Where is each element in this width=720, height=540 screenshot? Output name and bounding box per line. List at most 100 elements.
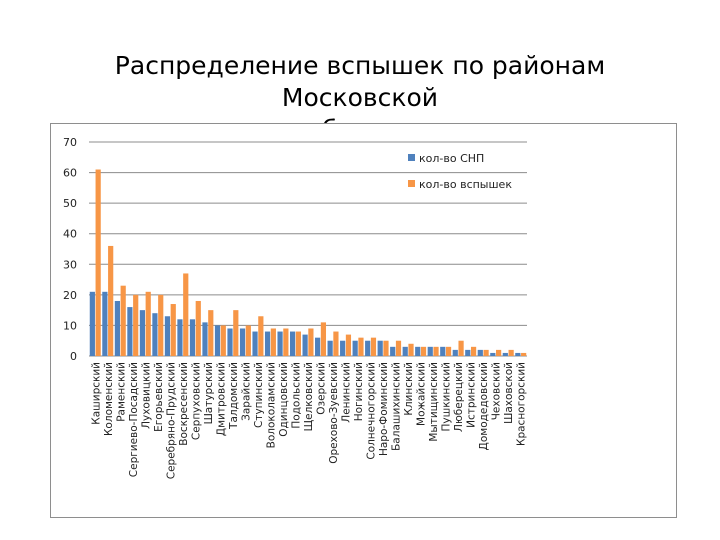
bar-outbreaks-20: [345, 334, 352, 356]
bar-snp-24: [390, 346, 396, 356]
category-label: Солнечногорский: [366, 362, 378, 460]
bar-snp-15: [277, 331, 283, 356]
bar-outbreaks-16: [295, 331, 301, 356]
bar-chart: 0 10 20 30 40 50 60 70 Каширский Коломенский Рамен…: [63, 136, 528, 479]
bar-snp-8: [189, 319, 196, 356]
category-label: Каширский: [90, 362, 102, 425]
category-label: Воскресенский: [178, 362, 190, 446]
category-label: Можайский: [416, 362, 428, 426]
category-label: Домодедовский: [478, 362, 490, 450]
bar-outbreaks-6: [170, 304, 176, 356]
y-tick-label: 10: [63, 319, 77, 332]
bar-outbreaks-2: [120, 285, 126, 356]
category-label: Наро-Фоминский: [378, 362, 390, 456]
bar-snp-30: [465, 349, 471, 356]
y-tick-label: 60: [63, 167, 77, 180]
bar-outbreaks-33: [508, 349, 514, 356]
y-tick-label: 0: [70, 350, 77, 363]
bar-outbreaks-9: [208, 310, 214, 356]
bar-snp-7: [177, 319, 183, 356]
bar-snp-16: [289, 331, 296, 356]
bar-snp-26: [415, 346, 421, 356]
bar-snp-9: [202, 322, 208, 356]
bar-outbreaks-7: [183, 273, 189, 356]
bar-snp-14: [264, 331, 271, 356]
category-label: Балашихинский: [391, 362, 403, 451]
bar-outbreaks-11: [233, 310, 239, 356]
category-label: Ступинский: [253, 362, 265, 428]
bar-outbreaks-34: [521, 352, 527, 356]
y-tick-label: 40: [63, 228, 77, 241]
category-label: Красногорский: [516, 362, 528, 446]
bar-snp-21: [352, 340, 358, 356]
bar-outbreaks-24: [395, 340, 402, 356]
bar-snp-10: [214, 325, 221, 356]
category-label: Клинский: [403, 362, 415, 416]
bar-snp-29: [452, 349, 458, 356]
bar-snp-5: [152, 313, 158, 356]
bar-outbreaks-1: [108, 245, 114, 356]
bar-outbreaks-18: [320, 322, 327, 356]
category-label: Истринский: [466, 362, 478, 428]
bar-snp-25: [402, 346, 408, 356]
category-label: Ногинский: [353, 362, 365, 421]
bar-outbreaks-22: [370, 337, 377, 356]
bar-snp-12: [239, 328, 246, 356]
bar-snp-3: [127, 307, 133, 356]
bar-snp-13: [252, 331, 258, 356]
bar-outbreaks-21: [358, 337, 364, 356]
legend-swatch-0: [408, 154, 415, 161]
bar-snp-22: [365, 340, 371, 356]
y-tick-label: 30: [63, 258, 77, 271]
bar-outbreaks-4: [145, 291, 151, 356]
bar-snp-31: [477, 349, 483, 356]
category-label: Ленинский: [341, 362, 353, 423]
bar-outbreaks-27: [433, 346, 439, 356]
bar-snp-2: [114, 300, 120, 356]
legend-label: кол-во вспышек: [419, 178, 512, 191]
category-label: Озерский: [316, 362, 328, 415]
bar-snp-17: [302, 334, 308, 356]
bar-snp-11: [227, 328, 233, 356]
category-label: Серебряно-Прудский: [165, 362, 177, 479]
category-label: Одинцовский: [278, 362, 290, 437]
category-label: Шаховской: [503, 362, 515, 424]
bar-outbreaks-10: [220, 325, 226, 356]
bar-outbreaks-17: [308, 328, 314, 356]
bar-outbreaks-8: [195, 300, 201, 356]
chart-frame: 0 10 20 30 40 50 60 70 Каширский Коломенский Рамен…: [50, 123, 677, 518]
category-label: Серпуховский: [190, 362, 202, 440]
bar-snp-18: [315, 337, 321, 356]
bar-snp-20: [340, 340, 346, 356]
category-label: Луховицкий: [140, 362, 152, 429]
bar-outbreaks-19: [333, 331, 339, 356]
category-label: Щелковский: [303, 362, 315, 431]
category-label: Пушкинский: [441, 362, 453, 432]
bar-snp-4: [139, 310, 146, 356]
bar-outbreaks-3: [133, 294, 139, 356]
bar-outbreaks-26: [420, 346, 427, 356]
bar-snp-6: [164, 316, 171, 356]
bar-outbreaks-31: [483, 349, 489, 356]
bar-snp-19: [327, 340, 333, 356]
category-label: Чеховский: [491, 362, 503, 420]
bar-outbreaks-29: [458, 340, 464, 356]
bar-outbreaks-5: [158, 294, 164, 356]
bar-outbreaks-15: [283, 328, 289, 356]
category-label: Мытищинский: [428, 362, 440, 442]
bar-snp-0: [89, 291, 95, 356]
category-label: Подольский: [290, 362, 302, 429]
bar-outbreaks-12: [245, 325, 251, 356]
category-label: Коломенский: [103, 362, 115, 436]
bar-snp-34: [515, 352, 521, 356]
bar-snp-23: [377, 340, 383, 356]
category-label: Шатурский: [203, 362, 215, 424]
category-label: Дмитровский: [215, 362, 227, 436]
bar-outbreaks-25: [408, 343, 414, 356]
category-label: Люберецкий: [453, 362, 465, 432]
bar-snp-28: [440, 346, 446, 356]
category-label: Раменский: [115, 362, 127, 422]
legend-swatch-1: [408, 180, 415, 187]
bar-snp-32: [490, 352, 496, 356]
y-tick-label: 20: [63, 289, 77, 302]
